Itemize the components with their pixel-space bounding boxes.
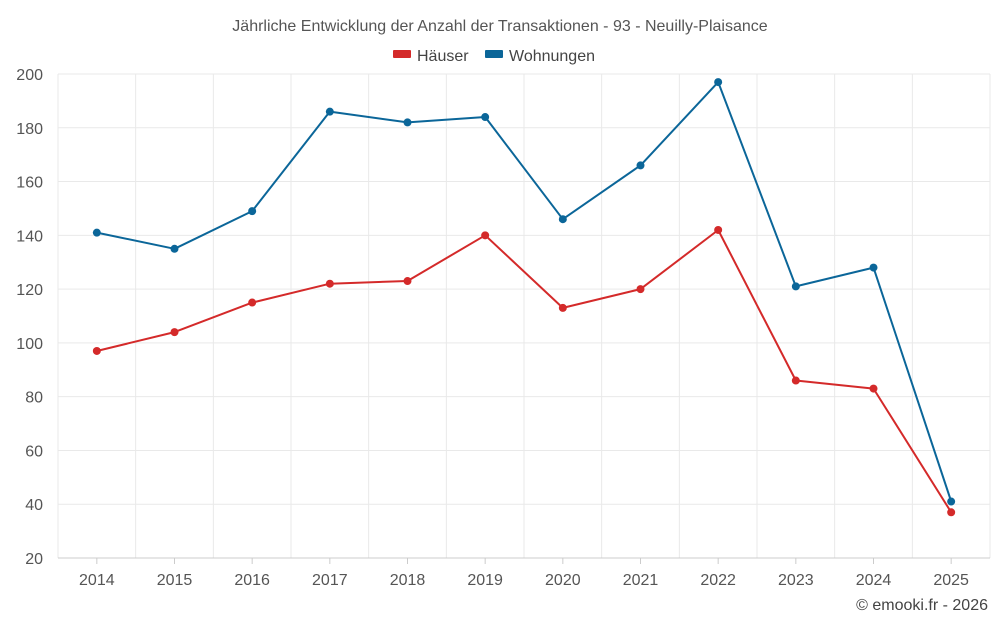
x-tick-label: 2017 [312, 572, 348, 589]
data-point[interactable] [481, 113, 490, 122]
data-point[interactable] [403, 118, 412, 127]
data-point[interactable] [403, 277, 412, 286]
data-point[interactable] [947, 508, 956, 517]
y-tick-label: 40 [25, 497, 43, 514]
y-tick-label: 180 [16, 121, 43, 138]
data-point[interactable] [636, 285, 645, 294]
data-point[interactable] [248, 298, 257, 307]
legend-label[interactable]: Wohnungen [509, 48, 595, 65]
y-tick-label: 80 [25, 390, 43, 407]
y-axis: 20 40 60 80 100 120 140 160 180 200 [16, 67, 43, 568]
data-point[interactable] [558, 303, 567, 312]
x-tick-label: 2016 [234, 572, 270, 589]
y-tick-label: 120 [16, 282, 43, 299]
credit-text: © emooki.fr - 2026 [856, 597, 988, 614]
data-point[interactable] [869, 384, 878, 393]
data-point[interactable] [791, 376, 800, 385]
legend-label[interactable]: Häuser [417, 48, 469, 65]
x-tick-label: 2018 [390, 572, 426, 589]
data-point[interactable] [325, 279, 334, 288]
data-point[interactable] [636, 161, 645, 170]
series-line[interactable] [96, 229, 953, 513]
x-tick-label: 2022 [700, 572, 736, 589]
data-point[interactable] [947, 497, 956, 506]
series-line[interactable] [96, 81, 953, 502]
y-tick-label: 100 [16, 336, 43, 353]
data-point[interactable] [325, 107, 334, 116]
data-point[interactable] [714, 225, 723, 234]
y-tick-label: 60 [25, 443, 43, 460]
y-tick-label: 200 [16, 67, 43, 84]
x-tick-label: 2024 [856, 572, 892, 589]
y-tick-label: 20 [25, 551, 43, 568]
x-tick-label: 2023 [778, 572, 814, 589]
data-point[interactable] [92, 228, 101, 237]
series-wohnungen[interactable] [92, 78, 956, 506]
x-tick-label: 2021 [623, 572, 659, 589]
data-point[interactable] [558, 215, 567, 224]
x-tick-label: 2025 [933, 572, 969, 589]
series-group [92, 78, 956, 517]
data-point[interactable] [92, 346, 101, 355]
x-tick-label: 2015 [157, 572, 193, 589]
legend-swatch [393, 50, 411, 58]
x-tick-label: 2020 [545, 572, 581, 589]
x-tick-label: 2019 [467, 572, 503, 589]
x-tick-label: 2014 [79, 572, 115, 589]
data-point[interactable] [869, 263, 878, 272]
data-point[interactable] [248, 207, 257, 216]
legend[interactable]: Häuser Wohnungen [393, 48, 595, 65]
series-haeuser[interactable] [92, 225, 956, 517]
legend-swatch [485, 50, 503, 58]
chart-title: Jährliche Entwicklung der Anzahl der Tra… [232, 18, 767, 35]
gridlines [57, 73, 991, 559]
data-point[interactable] [170, 244, 179, 253]
y-tick-label: 160 [16, 175, 43, 192]
data-point[interactable] [170, 328, 179, 337]
data-point[interactable] [481, 231, 490, 240]
data-point[interactable] [714, 78, 723, 87]
y-tick-label: 140 [16, 228, 43, 245]
data-point[interactable] [791, 282, 800, 291]
x-axis: 2014 2015 2016 2017 2018 2019 2020 2021 2022 2023… [79, 558, 969, 589]
